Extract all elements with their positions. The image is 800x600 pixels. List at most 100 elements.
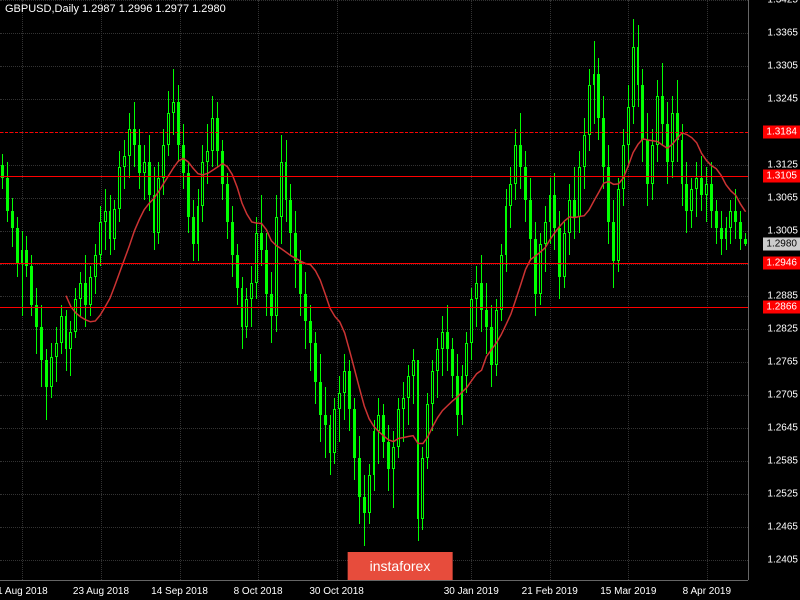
- candle-body: [255, 233, 258, 282]
- grid-line-h: [0, 198, 748, 199]
- candle-body: [138, 145, 141, 172]
- candle-body: [319, 382, 322, 415]
- candle-body: [524, 167, 527, 200]
- x-axis: 1 Aug 201823 Aug 201814 Sep 20188 Oct 20…: [0, 580, 748, 600]
- x-tick-label: 8 Apr 2019: [683, 586, 731, 597]
- candle-body: [705, 184, 708, 195]
- candle-body: [461, 376, 464, 414]
- candle-body: [153, 195, 156, 233]
- candle-body: [637, 47, 640, 85]
- grid-line-h: [0, 395, 748, 396]
- candle-body: [725, 228, 728, 239]
- candle-body: [627, 107, 630, 145]
- candle-body: [60, 316, 63, 343]
- candle-body: [583, 135, 586, 168]
- candle-body: [260, 233, 263, 249]
- candle-body: [622, 145, 625, 189]
- candle-body: [338, 393, 341, 409]
- candle-body: [534, 239, 537, 294]
- candle-body: [544, 222, 547, 244]
- y-tick-label: 1.2585: [767, 456, 798, 467]
- candle-body: [436, 349, 439, 371]
- candle-wick: [413, 349, 414, 404]
- watermark: instaforex: [348, 552, 453, 580]
- chart-title: GBPUSD,Daily 1.2987 1.2996 1.2977 1.2980: [5, 3, 226, 15]
- candle-body: [187, 173, 190, 217]
- candle-body: [94, 255, 97, 277]
- candle-body: [681, 140, 684, 184]
- horizontal-line-label: 1.2946: [763, 256, 800, 269]
- candle-body: [11, 211, 14, 227]
- candle-body: [250, 283, 253, 299]
- candle-body: [505, 206, 508, 255]
- candle-body: [456, 376, 459, 414]
- candle-body: [280, 162, 283, 217]
- horizontal-line[interactable]: [0, 307, 748, 308]
- candle-body: [201, 162, 204, 206]
- candle-body: [123, 156, 126, 167]
- grid-line-v: [180, 0, 181, 580]
- candle-body: [275, 217, 278, 316]
- candle-body: [412, 360, 415, 376]
- candle-body: [671, 113, 674, 162]
- grid-line-h: [0, 329, 748, 330]
- horizontal-line[interactable]: [0, 132, 748, 133]
- x-tick-label: 15 Mar 2019: [600, 586, 656, 597]
- candle-body: [236, 255, 239, 288]
- y-tick-label: 1.3245: [767, 93, 798, 104]
- y-tick-label: 1.3425: [767, 0, 798, 6]
- candle-body: [490, 327, 493, 365]
- candle-body: [470, 299, 473, 343]
- candle-body: [206, 151, 209, 162]
- candle-body: [558, 228, 561, 277]
- grid-line-h: [0, 99, 748, 100]
- grid-line-v: [22, 0, 23, 580]
- x-tick-label: 21 Feb 2019: [522, 586, 578, 597]
- candle-body: [646, 140, 649, 184]
- candle-body: [343, 371, 346, 393]
- candle-body: [553, 195, 556, 228]
- horizontal-line[interactable]: [0, 263, 748, 264]
- y-tick-label: 1.2645: [767, 423, 798, 434]
- candle-body: [514, 145, 517, 183]
- y-tick-label: 1.3305: [767, 60, 798, 71]
- candle-body: [651, 145, 654, 183]
- candle-body: [700, 178, 703, 194]
- horizontal-line-label: 1.2866: [763, 300, 800, 313]
- current-price-label: 1.2980: [763, 238, 800, 251]
- x-tick-label: 30 Jan 2019: [444, 586, 499, 597]
- candle-body: [729, 211, 732, 227]
- candle-body: [329, 425, 332, 452]
- grid-line-v: [337, 0, 338, 580]
- candle-body: [387, 442, 390, 469]
- candle-body: [314, 343, 317, 381]
- grid-line-h: [0, 231, 748, 232]
- candle-body: [6, 178, 9, 211]
- candle-body: [55, 343, 58, 357]
- candle-body: [353, 409, 356, 458]
- grid-line-h: [0, 0, 748, 1]
- candle-body: [368, 475, 371, 513]
- horizontal-line[interactable]: [0, 176, 748, 177]
- candle-body: [65, 316, 68, 349]
- candle-wick: [22, 231, 23, 316]
- candle-body: [172, 102, 175, 113]
- candle-body: [162, 145, 165, 178]
- candle-body: [392, 447, 395, 469]
- candle-body: [377, 415, 380, 431]
- candle-body: [265, 250, 268, 294]
- candle-body: [685, 184, 688, 211]
- candle-body: [182, 145, 185, 172]
- grid-line-v: [101, 0, 102, 580]
- x-tick-label: 8 Oct 2018: [234, 586, 283, 597]
- candle-body: [245, 299, 248, 326]
- candle-body: [285, 162, 288, 200]
- candle-body: [519, 145, 522, 167]
- y-tick-label: 1.2705: [767, 390, 798, 401]
- plot-area[interactable]: [0, 0, 748, 580]
- grid-line-h: [0, 362, 748, 363]
- x-tick-label: 23 Aug 2018: [73, 586, 129, 597]
- grid-line-v: [550, 0, 551, 580]
- candle-body: [118, 167, 121, 208]
- candle-body: [568, 200, 571, 233]
